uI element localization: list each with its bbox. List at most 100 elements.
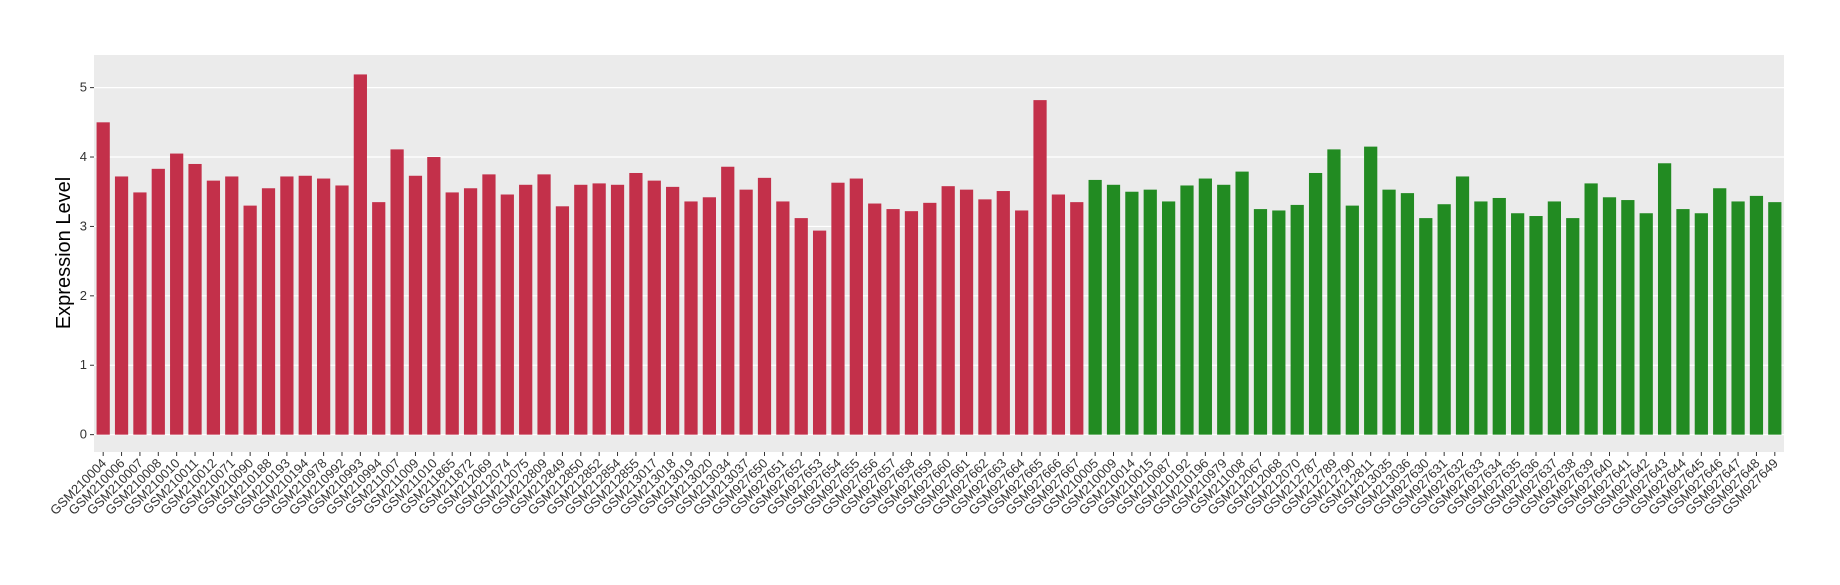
y-axis-label: Expression Level — [53, 177, 75, 329]
bar — [1162, 201, 1176, 435]
bar — [555, 206, 570, 435]
bar — [996, 191, 1010, 435]
y-tick-label: 2 — [80, 288, 87, 303]
bar — [1455, 176, 1470, 435]
bar — [647, 180, 661, 435]
bar — [849, 178, 863, 435]
bar — [114, 176, 129, 435]
bar — [427, 157, 441, 435]
bar — [1639, 213, 1653, 435]
bar — [629, 172, 643, 435]
bar — [1584, 183, 1598, 435]
bar — [1364, 146, 1378, 435]
bar — [1694, 213, 1708, 435]
bar — [757, 177, 772, 435]
bar — [1051, 194, 1066, 435]
bar — [923, 202, 937, 435]
y-tick-label: 0 — [80, 427, 87, 442]
bar — [1143, 189, 1157, 435]
bar — [1235, 171, 1249, 435]
bar — [1713, 188, 1727, 435]
bar — [868, 203, 882, 435]
y-tick-label: 3 — [80, 218, 87, 233]
bar — [1676, 209, 1690, 435]
bar — [96, 122, 110, 435]
bar — [1419, 218, 1433, 435]
bar — [1621, 200, 1635, 435]
bar — [1474, 201, 1488, 435]
bar — [1125, 191, 1139, 435]
bar — [1070, 202, 1084, 435]
bar — [794, 218, 808, 435]
bar — [1731, 201, 1745, 435]
bar — [188, 163, 202, 435]
bar — [1657, 163, 1672, 435]
bar — [812, 230, 827, 435]
bar — [666, 186, 680, 435]
bar — [445, 192, 459, 435]
y-tick-label: 5 — [80, 80, 87, 95]
bar — [1217, 184, 1231, 435]
bar — [1749, 195, 1764, 435]
bar — [1015, 210, 1029, 435]
bar — [1106, 184, 1121, 435]
bar — [959, 189, 974, 435]
bar — [1511, 213, 1525, 435]
bar — [500, 194, 514, 435]
bar — [1400, 193, 1415, 435]
bar — [1308, 172, 1323, 435]
bar — [1492, 197, 1506, 435]
bar — [1253, 209, 1268, 435]
bar — [592, 183, 606, 435]
bar — [1529, 216, 1543, 435]
bar — [1345, 205, 1359, 435]
bar — [904, 211, 919, 435]
y-tick-label: 1 — [80, 357, 87, 372]
bar — [335, 185, 349, 435]
bar — [482, 174, 496, 435]
bar — [978, 199, 992, 435]
bar — [1198, 178, 1212, 435]
bar — [610, 184, 625, 435]
bar — [1033, 100, 1047, 435]
bar — [1272, 210, 1286, 435]
bar — [1566, 218, 1580, 435]
bar — [776, 201, 790, 435]
bar — [1180, 185, 1194, 435]
bar — [886, 209, 900, 435]
bar — [298, 175, 312, 435]
bar — [390, 149, 404, 435]
bar — [151, 168, 165, 435]
bar — [1768, 202, 1782, 435]
bar — [1088, 179, 1102, 435]
bar — [133, 192, 147, 435]
bar — [721, 166, 735, 435]
bar — [206, 180, 221, 435]
bar — [574, 184, 588, 435]
bar — [353, 74, 367, 435]
bar — [684, 201, 698, 435]
bar — [1602, 197, 1617, 435]
bar — [702, 197, 716, 435]
bar — [280, 176, 294, 435]
bar — [537, 174, 551, 435]
bar — [170, 153, 184, 435]
bar — [831, 182, 845, 435]
bar — [941, 186, 955, 435]
bar — [372, 202, 386, 435]
y-tick-label: 4 — [80, 149, 87, 164]
bar — [1290, 204, 1304, 435]
bar — [317, 178, 331, 435]
bar — [1327, 149, 1341, 435]
bar — [463, 188, 478, 435]
bar — [225, 176, 239, 435]
bar — [261, 188, 276, 435]
bar — [1437, 204, 1451, 435]
bar — [1382, 189, 1396, 435]
bar — [1547, 201, 1561, 435]
bar — [243, 205, 257, 435]
bar — [519, 184, 533, 435]
bar — [739, 189, 753, 435]
bar — [408, 175, 423, 435]
